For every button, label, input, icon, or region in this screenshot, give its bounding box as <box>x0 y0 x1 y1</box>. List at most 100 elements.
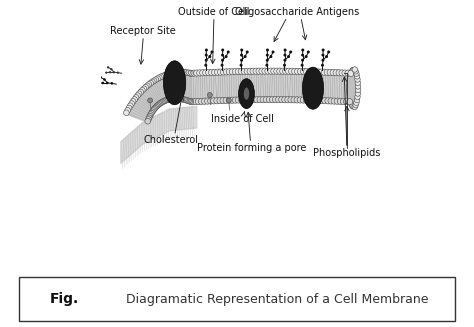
Circle shape <box>221 54 224 57</box>
Circle shape <box>353 69 358 74</box>
Circle shape <box>150 108 156 113</box>
Circle shape <box>161 98 166 104</box>
Circle shape <box>269 96 275 103</box>
Circle shape <box>337 98 344 104</box>
Circle shape <box>321 64 324 67</box>
Circle shape <box>312 69 319 75</box>
Circle shape <box>147 113 153 119</box>
Circle shape <box>310 69 316 75</box>
Circle shape <box>240 54 243 57</box>
Circle shape <box>227 98 231 103</box>
Circle shape <box>289 50 292 54</box>
Circle shape <box>188 70 194 76</box>
Circle shape <box>107 66 109 68</box>
Circle shape <box>124 110 129 116</box>
Circle shape <box>146 81 152 87</box>
Circle shape <box>291 97 297 103</box>
Circle shape <box>236 97 242 103</box>
Circle shape <box>172 96 177 101</box>
Circle shape <box>303 68 310 75</box>
Circle shape <box>157 101 163 106</box>
Circle shape <box>180 87 185 92</box>
Circle shape <box>135 93 140 98</box>
Circle shape <box>201 98 208 104</box>
Circle shape <box>283 48 287 52</box>
Circle shape <box>342 70 348 76</box>
Circle shape <box>151 106 157 112</box>
Circle shape <box>110 68 113 70</box>
Circle shape <box>287 55 290 58</box>
Circle shape <box>188 99 194 105</box>
Circle shape <box>303 97 310 103</box>
Circle shape <box>226 97 232 103</box>
Circle shape <box>310 97 316 103</box>
Circle shape <box>155 76 160 81</box>
Circle shape <box>294 68 301 75</box>
Circle shape <box>235 68 241 75</box>
Circle shape <box>105 72 108 74</box>
Ellipse shape <box>346 68 358 109</box>
Circle shape <box>240 59 243 62</box>
Circle shape <box>328 98 334 104</box>
Circle shape <box>241 68 247 75</box>
Circle shape <box>185 70 191 76</box>
Circle shape <box>325 98 331 104</box>
Circle shape <box>355 77 360 82</box>
Ellipse shape <box>164 61 186 105</box>
Circle shape <box>282 96 288 103</box>
Circle shape <box>197 70 203 76</box>
Circle shape <box>251 96 257 103</box>
Circle shape <box>176 69 182 75</box>
Circle shape <box>97 82 100 85</box>
Text: Phospholipids: Phospholipids <box>313 147 381 158</box>
Circle shape <box>301 64 304 67</box>
Text: Fig.: Fig. <box>50 292 79 306</box>
Circle shape <box>210 50 213 54</box>
Circle shape <box>301 59 304 62</box>
Circle shape <box>269 55 273 58</box>
Ellipse shape <box>238 79 255 109</box>
Circle shape <box>110 82 113 85</box>
Ellipse shape <box>244 88 249 100</box>
Circle shape <box>169 96 175 102</box>
Circle shape <box>218 69 224 75</box>
Circle shape <box>205 59 208 62</box>
Circle shape <box>283 64 286 67</box>
Circle shape <box>227 50 230 54</box>
Circle shape <box>174 69 180 75</box>
Circle shape <box>292 68 298 75</box>
Circle shape <box>159 99 165 105</box>
Circle shape <box>220 64 224 67</box>
Circle shape <box>143 84 148 90</box>
Circle shape <box>117 72 119 74</box>
Circle shape <box>132 96 137 102</box>
Circle shape <box>209 69 215 76</box>
Text: Protein forming a pore: Protein forming a pore <box>197 143 307 153</box>
Circle shape <box>208 55 211 58</box>
Circle shape <box>340 98 346 105</box>
Circle shape <box>266 48 269 52</box>
Circle shape <box>155 102 161 108</box>
Circle shape <box>145 83 150 89</box>
Circle shape <box>286 68 292 74</box>
Circle shape <box>266 54 269 57</box>
Circle shape <box>214 97 220 104</box>
Text: Receptor Site: Receptor Site <box>110 26 176 36</box>
Circle shape <box>268 68 274 74</box>
Circle shape <box>125 108 130 113</box>
Circle shape <box>322 97 328 104</box>
Circle shape <box>271 68 277 74</box>
Circle shape <box>205 54 208 57</box>
FancyBboxPatch shape <box>18 277 456 321</box>
Circle shape <box>238 97 245 103</box>
Circle shape <box>327 69 333 76</box>
Circle shape <box>184 97 190 103</box>
Circle shape <box>232 68 238 75</box>
Circle shape <box>223 97 229 104</box>
Circle shape <box>307 50 310 54</box>
Text: Oligosaccharide Antigens: Oligosaccharide Antigens <box>235 7 359 17</box>
Circle shape <box>259 68 265 74</box>
Circle shape <box>265 64 268 67</box>
Circle shape <box>289 68 295 75</box>
Circle shape <box>344 98 350 105</box>
